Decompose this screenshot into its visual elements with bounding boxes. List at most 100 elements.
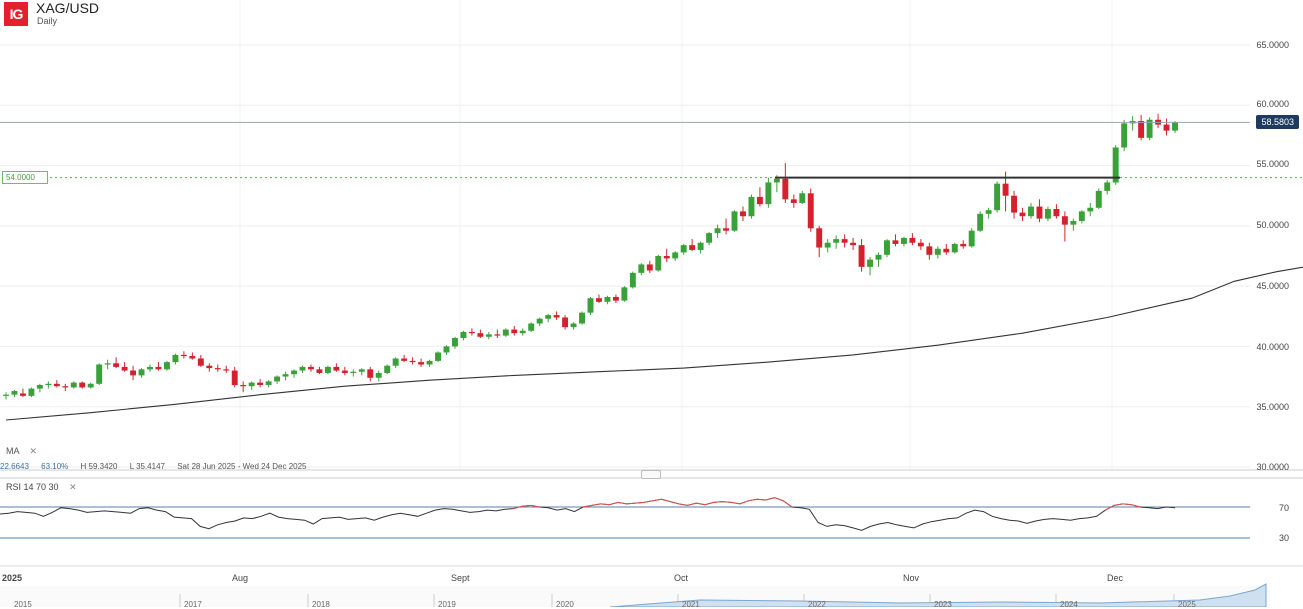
rsi-overbought-segment — [583, 504, 592, 508]
candle — [147, 366, 153, 370]
candle — [384, 365, 391, 373]
timeframe-label: Daily — [37, 16, 58, 26]
candle — [240, 385, 247, 387]
navigator-area — [609, 583, 1267, 607]
candle — [579, 312, 585, 324]
close-icon[interactable]: ✕ — [69, 482, 77, 492]
candle — [206, 365, 213, 369]
nav-year: 2019 — [438, 600, 456, 609]
nav-year: 2015 — [14, 600, 32, 609]
candle — [968, 230, 975, 247]
candle — [409, 360, 416, 363]
price-tick: 65.0000 — [1256, 40, 1289, 50]
candle — [841, 239, 848, 243]
rsi-overbought-segment — [774, 497, 784, 502]
level-tag[interactable]: 54.0000 — [2, 171, 48, 184]
candle — [62, 386, 69, 388]
candle — [96, 364, 103, 384]
rsi-overbought-segment — [704, 501, 714, 506]
candle — [113, 363, 120, 367]
candle — [401, 358, 408, 361]
candle — [1078, 211, 1085, 222]
candle — [816, 228, 823, 248]
close-icon[interactable]: ✕ — [29, 446, 38, 456]
candle — [231, 370, 238, 386]
candle — [587, 298, 594, 313]
candle — [180, 354, 187, 357]
candle — [756, 196, 763, 205]
candle — [994, 183, 1001, 211]
candle — [1121, 123, 1128, 148]
nav-year: 2022 — [808, 600, 826, 609]
rsi-overbought-segment — [757, 498, 766, 501]
candle — [960, 243, 967, 247]
candle — [672, 252, 679, 259]
rsi-overbought-segment — [591, 503, 601, 506]
ma-label: MA — [6, 446, 20, 456]
candle — [265, 381, 272, 386]
rsi-overbought-segment — [652, 498, 662, 502]
symbol-title[interactable]: XAG/USD — [36, 0, 100, 16]
nav-year: 2025 — [1178, 600, 1196, 609]
rsi-overbought-segment — [513, 505, 523, 510]
candle — [11, 391, 18, 395]
rsi-legend: RSI 14 70 30 ✕ — [6, 482, 77, 493]
candle — [943, 248, 950, 253]
rsi-label: RSI 14 70 30 — [6, 482, 59, 492]
candle — [70, 382, 77, 388]
nav-year: 2020 — [556, 600, 574, 609]
candle — [316, 369, 323, 373]
price-tick: 35.0000 — [1256, 402, 1289, 412]
rsi-overbought-segment — [530, 504, 540, 508]
candle — [646, 264, 653, 271]
candle — [511, 329, 518, 334]
grid-lines — [0, 0, 1303, 567]
rsi-overbought-segment — [1113, 503, 1123, 506]
candle — [87, 383, 94, 388]
rsi-overbought-segment — [713, 501, 723, 503]
candle — [418, 362, 425, 365]
candle — [477, 333, 484, 337]
candle — [570, 323, 577, 328]
candle — [392, 358, 399, 366]
candle — [867, 259, 874, 267]
rsi-overbought-segment — [678, 503, 688, 506]
candle — [858, 245, 865, 267]
candle — [545, 315, 552, 319]
candle — [350, 371, 357, 373]
candle — [333, 366, 340, 371]
candle — [731, 211, 738, 231]
rsi-overbought-segment — [748, 498, 758, 502]
x-label: Aug — [232, 573, 249, 583]
price-tick: 40.0000 — [1256, 342, 1289, 352]
candle — [663, 256, 670, 259]
price-tick: 30.0000 — [1256, 462, 1289, 472]
x-label: Dec — [1107, 573, 1124, 583]
range-stats: 22.6643 63.10% H 59.3420 L 35.4147 Sat 2… — [0, 462, 317, 471]
candle — [723, 228, 730, 231]
candle — [1172, 122, 1178, 131]
candle — [53, 383, 60, 387]
rsi-overbought-segment — [635, 501, 645, 504]
rsi-overbought-segment — [1105, 505, 1115, 511]
candle — [451, 337, 458, 347]
candle — [1112, 147, 1119, 183]
rsi-overbought-segment — [626, 502, 636, 505]
rsi-tick: 30 — [1278, 533, 1289, 543]
rsi-overbought-segment — [739, 500, 749, 505]
candle — [884, 240, 890, 255]
candle — [291, 370, 297, 375]
stat-value: 22.6643 — [0, 462, 29, 471]
candle — [553, 315, 560, 318]
pane-resize-handle[interactable] — [641, 470, 661, 479]
candle — [985, 210, 992, 214]
candle — [977, 213, 984, 231]
rsi-overbought-segment — [687, 502, 697, 506]
ig-logo: IG — [4, 2, 28, 26]
candle — [596, 298, 602, 302]
candle — [324, 366, 331, 373]
rsi-overbought-segment — [1122, 503, 1132, 506]
candle — [697, 242, 704, 250]
moving-average-line — [5, 266, 1303, 421]
